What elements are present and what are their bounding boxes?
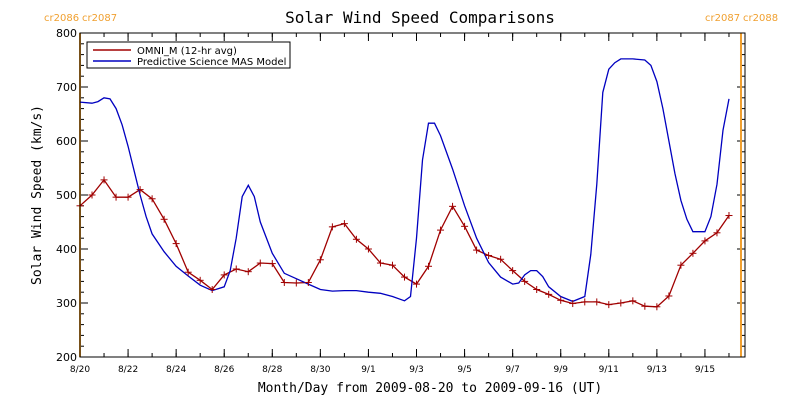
- x-tick-label: 9/7: [505, 365, 519, 375]
- omni-data-point: [160, 215, 168, 223]
- y-tick-labels: 200 300 400 500 600 700 800: [56, 27, 77, 364]
- omni-data-point: [220, 271, 228, 279]
- omni-data-point: [533, 286, 541, 293]
- x-tick-label: 9/5: [457, 365, 471, 375]
- omni-data-point: [713, 229, 721, 237]
- series-lines: [79, 58, 730, 308]
- y-tick-label: 400: [56, 243, 77, 256]
- omni-data-point: [425, 262, 433, 270]
- y-tick-label: 800: [56, 27, 77, 40]
- cr-label-right-end: cr2088: [743, 13, 778, 24]
- omni-data-point: [304, 278, 312, 286]
- omni-data-point: [376, 259, 384, 267]
- y-tick-label: 600: [56, 135, 77, 148]
- x-tick-label: 8/20: [70, 365, 90, 375]
- omni-data-point: [88, 191, 96, 199]
- omni-data-point: [256, 259, 264, 267]
- x-tick-label: 9/1: [361, 365, 375, 375]
- x-tick-label: 9/13: [647, 365, 667, 375]
- omni-data-point: [316, 256, 324, 264]
- omni-data-point: [400, 273, 408, 281]
- omni-data-point: [196, 276, 204, 284]
- omni-data-point: [292, 279, 300, 287]
- y-axis-label: Solar Wind Speed (km/s): [30, 105, 45, 285]
- x-tick-label: 8/26: [214, 365, 234, 375]
- omni-data-point: [701, 237, 709, 245]
- omni-data-point: [629, 297, 637, 305]
- legend-label-mas: Predictive Science MAS Model: [137, 57, 286, 68]
- carrington-labels: cr2086 cr2087 cr2087 cr2088: [44, 13, 778, 24]
- omni-data-point: [340, 220, 348, 228]
- cr-label-left-start: cr2086: [44, 13, 79, 24]
- omni-data-point: [617, 299, 625, 307]
- omni-data-point: [124, 193, 132, 201]
- omni-data-point: [521, 277, 529, 285]
- chart-title: Solar Wind Speed Comparisons: [285, 8, 555, 27]
- legend: OMNI_M (12-hr avg) Predictive Science MA…: [86, 41, 291, 69]
- x-tick-label: 8/22: [118, 365, 138, 375]
- omni-data-point: [437, 226, 445, 234]
- x-tick-label: 9/15: [695, 365, 715, 375]
- x-tick-label: 8/30: [310, 365, 330, 375]
- x-tick-label: 9/3: [409, 365, 423, 375]
- omni-data-point: [641, 302, 649, 310]
- omni-data-point: [148, 195, 156, 203]
- mas-series-line: [79, 58, 730, 303]
- omni-data-point: [473, 246, 481, 254]
- omni-data-point: [184, 268, 192, 276]
- omni-data-point: [112, 193, 120, 201]
- omni-data-point: [352, 235, 360, 243]
- omni-data-point: [653, 303, 661, 311]
- x-tick-label: 9/11: [599, 365, 619, 375]
- omni-data-point: [136, 186, 144, 194]
- omni-data-point: [509, 267, 517, 275]
- y-tick-label: 700: [56, 81, 77, 94]
- x-tick-label: 8/24: [166, 365, 186, 375]
- omni-data-point: [557, 296, 565, 304]
- omni-data-point: [569, 300, 577, 308]
- y-tick-label: 200: [56, 351, 77, 364]
- omni-data-point: [268, 260, 276, 268]
- omni-data-point: [280, 278, 288, 286]
- cr-label-right-start: cr2087: [705, 13, 740, 24]
- series-markers: [76, 176, 733, 311]
- omni-data-point: [208, 286, 216, 293]
- x-axis-label: Month/Day from 2009-08-20 to 2009-09-16 …: [258, 381, 602, 396]
- omni-data-point: [232, 265, 240, 273]
- omni-data-point: [689, 249, 697, 257]
- omni-data-point: [677, 261, 685, 269]
- omni-data-point: [328, 223, 336, 231]
- omni-data-point: [665, 292, 673, 300]
- omni-data-point: [581, 298, 589, 306]
- y-tick-label: 500: [56, 189, 77, 202]
- legend-box: [86, 41, 291, 69]
- omni-data-point: [605, 301, 613, 309]
- omni-data-point: [364, 245, 372, 253]
- x-tick-label: 9/9: [553, 365, 568, 375]
- omni-data-point: [593, 298, 601, 306]
- omni-data-point: [388, 261, 396, 269]
- x-tick-label: 8/28: [262, 365, 282, 375]
- omni-data-point: [485, 251, 493, 259]
- omni-data-point: [497, 255, 505, 263]
- omni-data-point: [413, 280, 421, 288]
- legend-label-omni: OMNI_M (12-hr avg): [137, 46, 237, 57]
- omni-data-point: [244, 268, 252, 276]
- omni-data-point: [449, 202, 457, 210]
- cr-label-left-end: cr2087: [82, 13, 117, 24]
- omni-data-point: [461, 222, 469, 230]
- omni-data-point: [545, 290, 553, 298]
- x-tick-labels: 8/20 8/22 8/24 8/26 8/28 8/30 9/1 9/3 9/5 9/7 9/9 9…: [70, 365, 715, 375]
- omni-data-point: [725, 212, 733, 220]
- omni-data-point: [100, 176, 108, 184]
- y-tick-label: 300: [56, 297, 77, 310]
- plot-frame: [79, 32, 746, 358]
- carrington-lines: [79, 33, 742, 357]
- omni-data-point: [172, 240, 180, 248]
